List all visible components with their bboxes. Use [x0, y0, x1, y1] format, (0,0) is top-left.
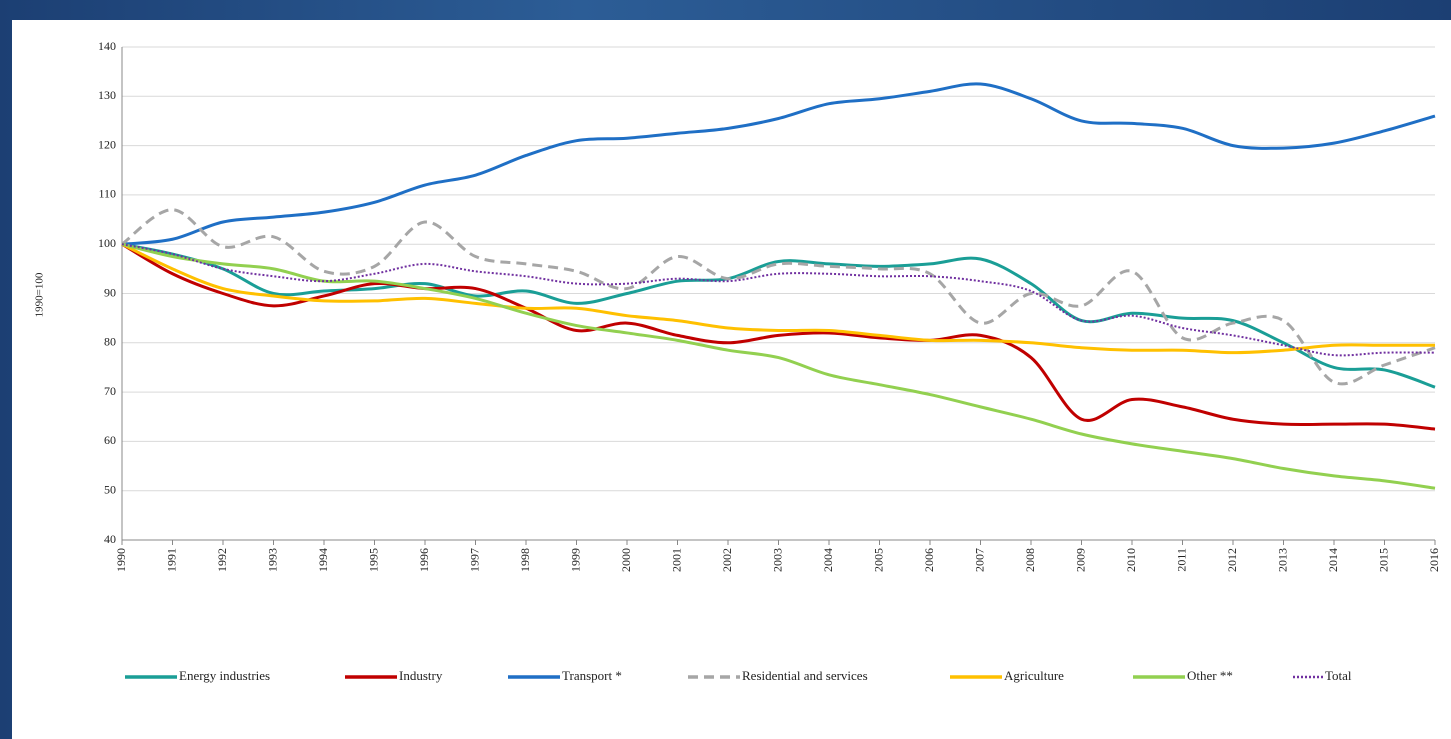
- x-tick-label: 2002: [720, 548, 734, 572]
- legend-label: Total: [1325, 668, 1352, 683]
- y-tick-label: 90: [104, 285, 116, 299]
- y-tick-label: 70: [104, 384, 116, 398]
- x-tick-label: 2000: [619, 548, 633, 572]
- y-tick-label: 80: [104, 335, 116, 349]
- y-axis-label: 1990=100: [34, 272, 46, 317]
- x-tick-label: 2007: [972, 548, 986, 572]
- x-tick-label: 1996: [417, 548, 431, 572]
- legend-label: Residential and services: [742, 668, 868, 683]
- x-tick-label: 2003: [770, 548, 784, 572]
- x-tick-label: 1990: [114, 548, 128, 572]
- x-tick-label: 1994: [316, 548, 330, 572]
- x-tick-label: 2011: [1174, 548, 1188, 572]
- x-tick-label: 2001: [669, 548, 683, 572]
- legend-label: Transport *: [562, 668, 622, 683]
- x-tick-label: 2008: [1023, 548, 1037, 572]
- x-tick-label: 2012: [1225, 548, 1239, 572]
- y-tick-label: 60: [104, 433, 116, 447]
- y-tick-label: 110: [98, 187, 116, 201]
- x-tick-label: 1998: [518, 548, 532, 572]
- y-tick-label: 50: [104, 482, 116, 496]
- x-tick-label: 1995: [366, 548, 380, 572]
- page: 1990=100 40 50 60 70 80 90 100 110 120 130 140 1990…: [0, 0, 1451, 739]
- legend-label: Industry: [399, 668, 443, 683]
- x-tick-label: 2005: [871, 548, 885, 572]
- x-tick-label: 2014: [1326, 548, 1340, 572]
- x-tick-label: 2015: [1376, 548, 1390, 572]
- x-tick-label: 2013: [1275, 548, 1289, 572]
- x-tick-label: 1993: [265, 548, 279, 572]
- x-tick-label: 2004: [821, 548, 835, 572]
- chart: 1990=100 40 50 60 70 80 90 100 110 120 130 140 1990…: [0, 0, 1451, 739]
- legend-label: Other **: [1187, 668, 1233, 683]
- x-tick-label: 2009: [1073, 548, 1087, 572]
- y-tick-label: 100: [98, 236, 116, 250]
- y-tick-label: 130: [98, 88, 116, 102]
- x-tick-label: 2010: [1124, 548, 1138, 572]
- x-tick-label: 2016: [1427, 548, 1441, 572]
- y-tick-label: 40: [104, 532, 116, 546]
- x-tick-label: 1992: [215, 548, 229, 572]
- x-tick-label: 1999: [568, 548, 582, 572]
- x-tick-label: 1991: [164, 548, 178, 572]
- x-tick-label: 1997: [467, 548, 481, 572]
- legend-label: Energy industries: [179, 668, 270, 683]
- y-tick-label: 140: [98, 39, 116, 53]
- y-tick-label: 120: [98, 137, 116, 151]
- x-tick-label: 2006: [922, 548, 936, 572]
- legend-label: Agriculture: [1004, 668, 1064, 683]
